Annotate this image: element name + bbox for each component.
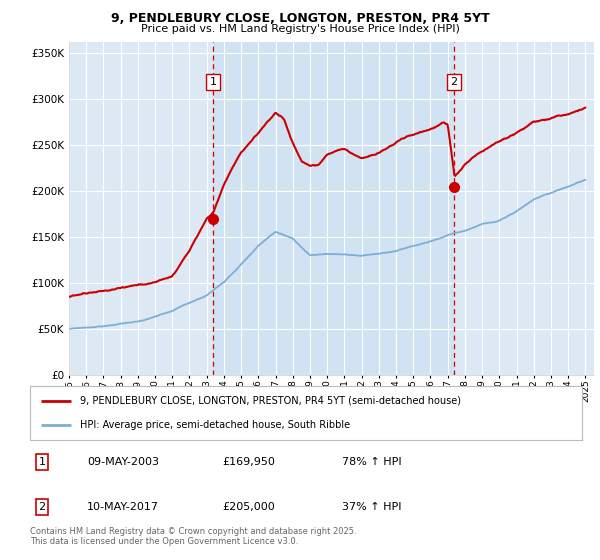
Text: 9, PENDLEBURY CLOSE, LONGTON, PRESTON, PR4 5YT: 9, PENDLEBURY CLOSE, LONGTON, PRESTON, P… [110, 12, 490, 25]
Text: 1: 1 [38, 457, 46, 467]
Text: Price paid vs. HM Land Registry's House Price Index (HPI): Price paid vs. HM Land Registry's House … [140, 24, 460, 34]
Text: 10-MAY-2017: 10-MAY-2017 [87, 502, 159, 512]
Text: 37% ↑ HPI: 37% ↑ HPI [342, 502, 401, 512]
Text: £169,950: £169,950 [222, 457, 275, 467]
Text: 1: 1 [209, 77, 217, 87]
Text: £205,000: £205,000 [222, 502, 275, 512]
Text: HPI: Average price, semi-detached house, South Ribble: HPI: Average price, semi-detached house,… [80, 420, 350, 430]
Bar [213, 42, 454, 375]
Text: 9, PENDLEBURY CLOSE, LONGTON, PRESTON, PR4 5YT (semi-detached house): 9, PENDLEBURY CLOSE, LONGTON, PRESTON, P… [80, 396, 461, 406]
Text: 78% ↑ HPI: 78% ↑ HPI [342, 457, 401, 467]
Text: 09-MAY-2003: 09-MAY-2003 [87, 457, 159, 467]
Text: 2: 2 [451, 77, 457, 87]
Text: Contains HM Land Registry data © Crown copyright and database right 2025.
This d: Contains HM Land Registry data © Crown c… [30, 526, 356, 546]
Text: 2: 2 [38, 502, 46, 512]
